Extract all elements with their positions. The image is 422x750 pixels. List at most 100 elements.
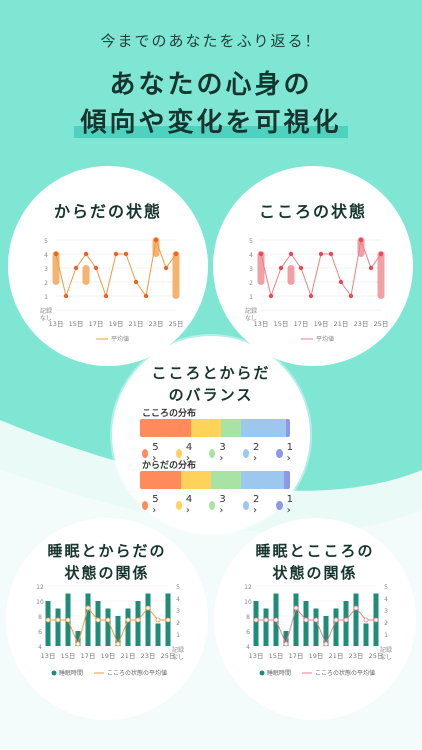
legend-label: 平均値 [316, 335, 334, 343]
legend-dot-icon [142, 500, 149, 510]
y-tick-label: 1 [44, 294, 48, 301]
left-tick-label: 6 [246, 629, 250, 636]
data-point [83, 251, 89, 257]
data-point [155, 617, 161, 623]
y-tick-label: 記録 [245, 307, 257, 315]
data-point [135, 617, 141, 623]
x-tick-label: 17日 [89, 320, 104, 328]
right-tick-label: 3 [176, 608, 180, 615]
sleep-bar [145, 593, 151, 646]
legend-dot-icon [276, 500, 283, 510]
x-tick-label: 23日 [141, 652, 156, 660]
x-tick-label: 15日 [269, 652, 284, 660]
data-point [65, 617, 71, 623]
sleep-bar [105, 608, 111, 646]
x-tick-label: 23日 [354, 320, 369, 328]
x-tick-label: 13日 [254, 320, 269, 328]
data-point [93, 265, 99, 271]
x-tick-label: 19日 [109, 320, 124, 328]
sleep-bar [253, 601, 259, 646]
sleep-bar [293, 593, 299, 646]
sleep-bar [283, 631, 289, 646]
legend-line-label: こころの状態の平均値 [315, 669, 375, 677]
legend-item[interactable]: 5 › [142, 442, 162, 464]
data-point [133, 279, 139, 285]
x-tick-label: 15日 [69, 320, 84, 328]
legend-item[interactable]: 1 › [276, 442, 296, 464]
range-bar [172, 251, 180, 299]
x-tick-label: 21日 [121, 652, 136, 660]
sleep-bar [135, 601, 141, 646]
header-subtitle: 今までのあなたをふり返る！ [100, 32, 322, 50]
legend-label: 1 › [286, 494, 293, 516]
x-tick-label: 25日 [169, 320, 184, 328]
distribution-segment [210, 471, 241, 489]
y-tick-label: 5 [249, 238, 253, 245]
sleep-bar [263, 608, 269, 646]
data-point [268, 293, 274, 299]
right-tick-label: 記録 [380, 646, 392, 654]
data-point [163, 265, 169, 271]
sleep-bar [45, 601, 51, 646]
legend-dot-icon [209, 448, 216, 458]
x-tick-label: 19日 [309, 652, 324, 660]
x-tick-label: 13日 [49, 320, 64, 328]
data-point [143, 293, 149, 299]
sleep-bar [125, 608, 131, 646]
data-point [103, 293, 109, 299]
legend-label: 4 › [185, 494, 193, 516]
body-distribution-legend: 5 › 4 › 3 › 2 › 1 › [142, 494, 310, 516]
data-point [338, 279, 344, 285]
legend-item[interactable]: 2 › [242, 442, 263, 464]
legend-item[interactable]: 4 › [175, 442, 196, 464]
x-tick-label: 21日 [129, 320, 144, 328]
sleep-mind-title-line2: 状態の関係 [272, 564, 358, 582]
data-point [173, 251, 179, 257]
x-tick-label: 15日 [274, 320, 289, 328]
data-point [115, 641, 121, 647]
legend-item[interactable]: 4 › [175, 494, 196, 516]
sleep-bar [323, 616, 329, 646]
legend-item[interactable]: 2 › [242, 494, 263, 516]
legend-bar-dot [51, 670, 57, 676]
data-point [373, 617, 379, 623]
data-point [303, 617, 309, 623]
legend-label: 3 › [219, 442, 226, 464]
data-point [363, 617, 369, 623]
right-tick-label: 2 [384, 620, 388, 627]
legend-item[interactable]: 1 › [276, 494, 296, 516]
distribution-segment [285, 419, 290, 437]
legend-dot-icon [276, 448, 283, 458]
data-point [288, 251, 294, 257]
x-tick-label: 25日 [161, 652, 176, 660]
mind-state-card: こころの状態 5 4 3 2 1 記録 なし 13日 15日 17日 19日 21日 23日 25日 平均値 [213, 166, 413, 366]
data-point [293, 605, 299, 611]
sleep-bar [155, 623, 161, 646]
right-tick-label: 記録 [172, 646, 184, 654]
legend-label: 1 › [286, 442, 293, 464]
body-distribution-label: からだの分布 [142, 461, 197, 471]
left-tick-label: 10 [244, 599, 252, 606]
body-state-title: からだの状態 [53, 202, 162, 221]
body-distribution-bar [140, 471, 290, 489]
legend-item[interactable]: 5 › [142, 494, 162, 516]
data-point [263, 617, 269, 623]
x-tick-label: 21日 [329, 652, 344, 660]
mind-distribution-legend: 5 › 4 › 3 › 2 › 1 › [142, 442, 310, 464]
x-tick-label: 19日 [314, 320, 329, 328]
x-tick-label: 23日 [149, 320, 164, 328]
x-tick-label: 17日 [289, 652, 304, 660]
legend-dot-icon [242, 448, 249, 458]
y-tick-label: 3 [44, 266, 48, 273]
legend-item[interactable]: 3 › [209, 442, 229, 464]
data-point [328, 251, 334, 257]
right-tick-label: 1 [176, 632, 180, 639]
legend-item[interactable]: 3 › [209, 494, 229, 516]
legend-line-label: こころの状態の平均値 [107, 669, 167, 677]
mind-state-title: こころの状態 [258, 202, 367, 221]
sleep-bar [363, 623, 369, 646]
range-bar [82, 265, 90, 285]
left-tick-label: 4 [38, 644, 42, 651]
